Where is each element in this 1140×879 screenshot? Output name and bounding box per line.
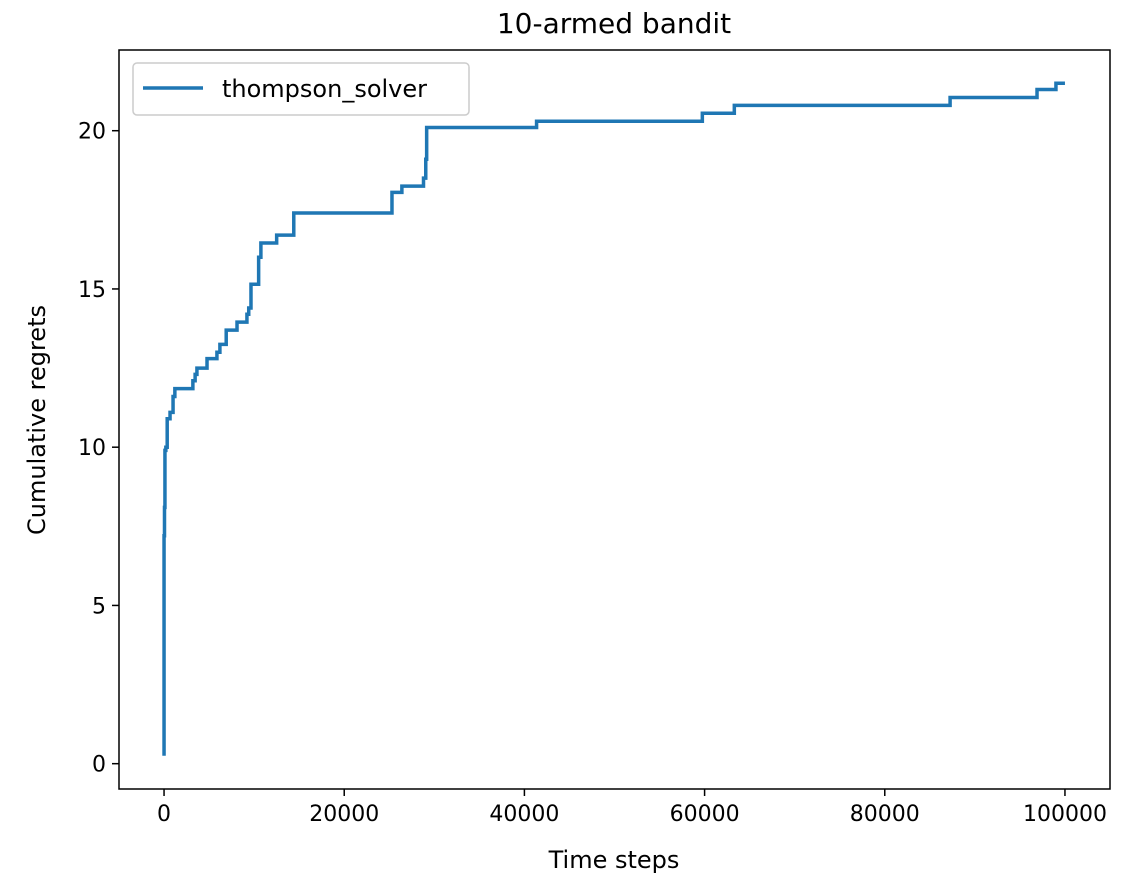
- y-tick-label: 10: [78, 436, 106, 461]
- series-line-group: [162, 81, 1065, 756]
- x-tick-label: 40000: [489, 802, 559, 827]
- x-tick-label: 60000: [670, 802, 740, 827]
- legend-box: [132, 62, 470, 116]
- x-tick-label: 80000: [850, 802, 920, 827]
- y-axis-label: Cumulative regrets: [23, 305, 51, 535]
- x-tick-label: 0: [157, 802, 171, 827]
- series-line-thompson-solver: [162, 81, 1065, 756]
- x-axis: 0 20000 40000 60000 80000 100000: [157, 789, 1107, 827]
- x-tick-label: 100000: [1023, 802, 1107, 827]
- x-axis-label: Time steps: [548, 846, 680, 874]
- y-tick-label: 20: [78, 120, 106, 145]
- chart-title: 10-armed bandit: [497, 7, 731, 40]
- legend-label: thompson_solver: [222, 75, 427, 103]
- y-axis: 0 5 10 15 20: [78, 120, 119, 778]
- y-tick-label: 15: [78, 278, 106, 303]
- y-tick-label: 5: [92, 594, 106, 619]
- x-tick-label: 20000: [309, 802, 379, 827]
- plot-frame: [118, 49, 1111, 790]
- y-tick-label: 0: [92, 753, 106, 778]
- legend: thompson_solver: [132, 62, 470, 116]
